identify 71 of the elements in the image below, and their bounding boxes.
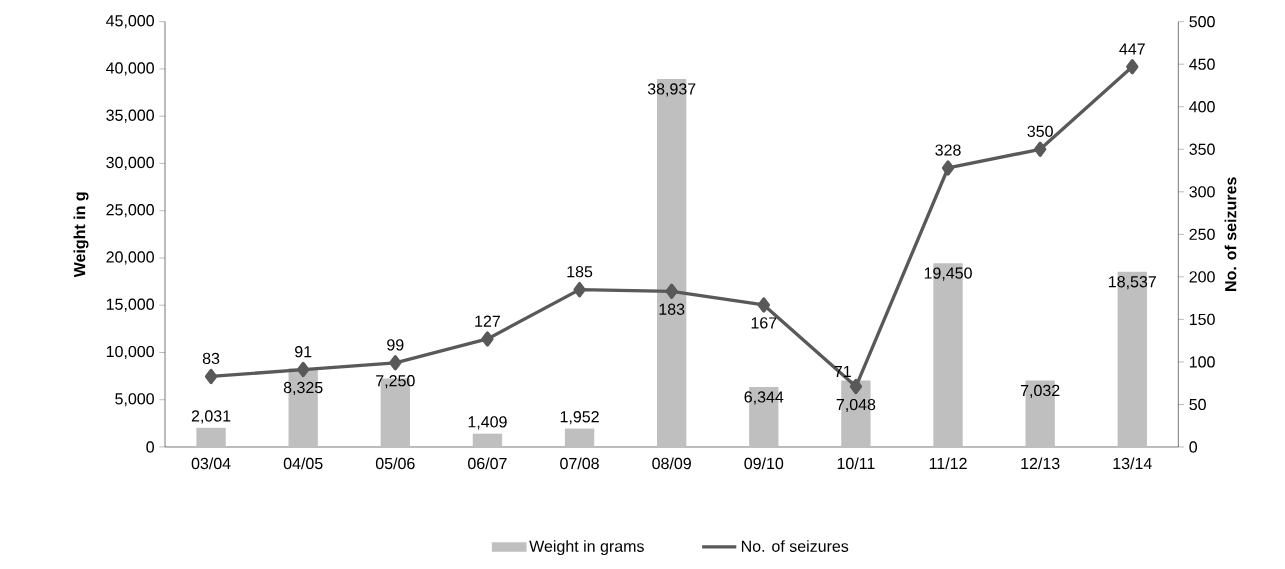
- y2-tick-label: 250: [1189, 228, 1215, 240]
- data-label: 7,048: [836, 398, 876, 413]
- data-label: 2,031: [191, 410, 231, 424]
- bar: [472, 433, 503, 447]
- data-label: 185: [567, 266, 593, 278]
- x-tick-label: 07/08: [560, 457, 599, 470]
- point: [481, 331, 494, 347]
- x-tick-label: 13/14: [1113, 457, 1152, 470]
- point: [1033, 141, 1047, 157]
- data-label: 328: [935, 144, 961, 156]
- y2-tick-label: 400: [1189, 101, 1215, 113]
- y-tick-label: 0: [146, 441, 154, 453]
- point: [297, 361, 310, 378]
- data-label: 7,250: [376, 375, 415, 389]
- x-tick-label: 06/07: [468, 457, 507, 470]
- data-label: 447: [1119, 43, 1145, 55]
- y2-tick-label: 450: [1189, 58, 1215, 70]
- data-label: 127: [475, 315, 500, 327]
- data-label: 18,537: [1109, 276, 1156, 290]
- point: [204, 368, 218, 385]
- y2-axis-title: No. of seizures: [1224, 177, 1237, 291]
- x-tick-label: 09/10: [744, 457, 784, 470]
- point: [849, 378, 863, 395]
- y-tick-label: 30,000: [106, 156, 154, 171]
- y-tick-label: 10,000: [106, 345, 154, 360]
- point: [941, 160, 955, 176]
- data-label: 167: [751, 317, 777, 329]
- data-label: 91: [295, 346, 312, 358]
- y2-tick-label: 350: [1189, 143, 1215, 155]
- data-label: 7,032: [1020, 384, 1060, 399]
- data-label: 6,344: [744, 391, 784, 405]
- x-tick-label: 10/11: [837, 457, 875, 470]
- data-label: 1,952: [560, 411, 599, 425]
- bar: [196, 427, 226, 447]
- data-label: 38,937: [647, 83, 696, 97]
- y2-tick-label: 500: [1189, 16, 1215, 28]
- y-tick-label: 40,000: [106, 62, 154, 76]
- y-tick-label: 35,000: [106, 109, 154, 123]
- point: [757, 297, 770, 313]
- x-tick-label: 11/12: [929, 457, 967, 470]
- y-axis-title: Weight in g: [73, 192, 89, 278]
- y2-tick-label: 300: [1189, 186, 1215, 198]
- x-tick-label: 12/13: [1021, 457, 1060, 470]
- y2-tick-label: 100: [1189, 356, 1215, 368]
- data-label: 19,450: [924, 267, 972, 281]
- y-tick-label: 20,000: [106, 251, 154, 265]
- x-tick-label: 04/05: [283, 457, 323, 470]
- point: [573, 281, 586, 298]
- data-label: 99: [387, 339, 404, 351]
- y-tick-label: 45,000: [106, 15, 154, 29]
- x-tick-label: 03/04: [191, 457, 231, 470]
- bar: [564, 428, 595, 447]
- data-label: 1,409: [468, 416, 507, 430]
- y2-tick-label: 200: [1189, 271, 1215, 283]
- point: [665, 283, 678, 299]
- x-tick-label: 05/06: [375, 457, 415, 470]
- y-tick-label: 15,000: [106, 298, 154, 312]
- y2-tick-label: 50: [1189, 398, 1206, 411]
- y2-tick-label: 0: [1189, 441, 1198, 453]
- legend-label: No. of seizures: [741, 540, 849, 552]
- y2-tick-label: 150: [1189, 313, 1215, 326]
- data-label: 8,325: [283, 381, 323, 396]
- y-tick-label: 25,000: [106, 204, 154, 218]
- data-label: 83: [202, 352, 220, 365]
- y-tick-label: 5,000: [115, 393, 154, 407]
- legend-label: Weight in grams: [529, 540, 644, 556]
- point: [389, 355, 402, 371]
- data-label: 183: [659, 303, 685, 315]
- x-tick-label: 08/09: [652, 457, 691, 470]
- data-label: 350: [1027, 125, 1053, 137]
- point: [1126, 59, 1139, 75]
